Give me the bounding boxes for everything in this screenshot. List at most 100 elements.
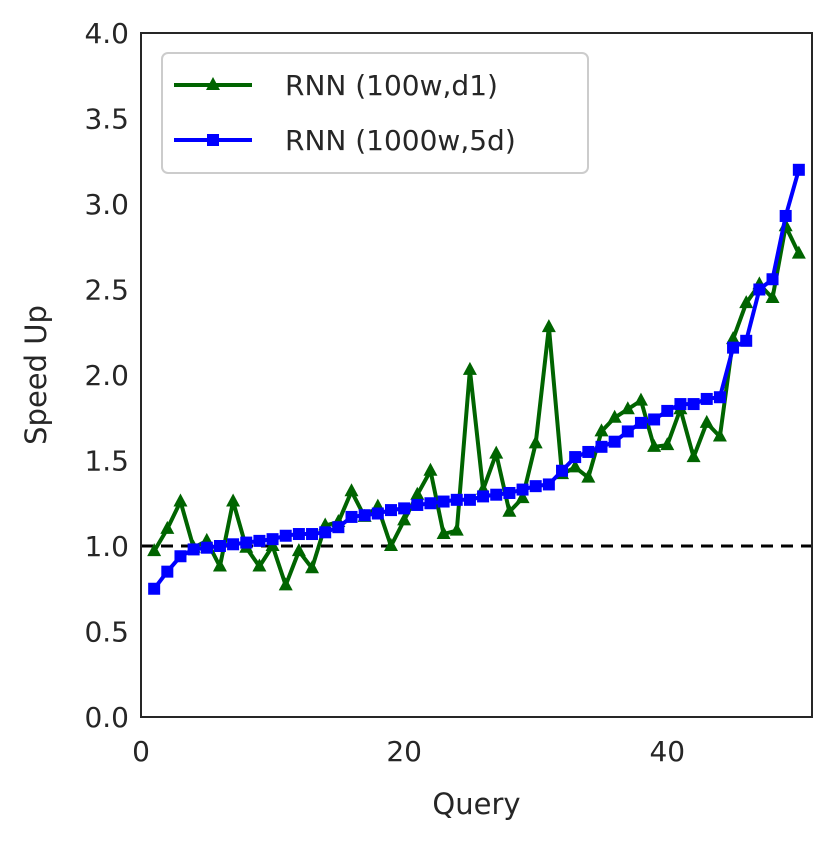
y-tick-label: 3.0	[84, 188, 129, 221]
data-point	[687, 398, 700, 411]
data-point	[371, 507, 384, 520]
data-point	[542, 478, 555, 491]
data-point	[266, 533, 279, 546]
legend-label: RNN (100w,d1)	[285, 69, 498, 102]
data-point	[212, 558, 227, 572]
data-point	[424, 497, 437, 510]
legend-label: RNN (1000w,5d)	[285, 124, 516, 157]
data-point	[713, 391, 726, 404]
series-1	[147, 218, 806, 591]
data-point	[541, 319, 556, 333]
y-tick-label: 3.5	[84, 103, 129, 136]
data-point	[779, 209, 792, 222]
data-point	[503, 486, 516, 499]
data-point	[661, 404, 674, 417]
data-point	[556, 464, 569, 477]
data-point	[727, 341, 740, 354]
data-point	[607, 409, 622, 423]
data-point	[660, 437, 675, 451]
data-point	[213, 540, 226, 552]
data-point	[740, 334, 753, 347]
legend-box	[161, 52, 589, 174]
data-point	[528, 435, 543, 449]
data-point	[621, 425, 634, 438]
data-point	[648, 413, 661, 426]
data-point	[791, 245, 806, 259]
data-point	[147, 543, 162, 557]
data-point	[450, 493, 463, 506]
data-point	[739, 295, 754, 309]
x-tick-label: 40	[649, 735, 685, 768]
series-2	[148, 163, 805, 595]
data-point	[423, 462, 438, 476]
data-point	[174, 550, 187, 563]
data-point	[700, 392, 713, 405]
y-tick-label: 0.0	[84, 701, 129, 734]
data-point	[227, 538, 240, 551]
data-point	[699, 414, 714, 428]
legend-item-2: RNN (1000w,5d)	[174, 124, 516, 157]
data-point	[463, 493, 476, 506]
data-point	[410, 486, 425, 500]
y-tick-label: 1.5	[84, 445, 129, 478]
data-point	[633, 392, 648, 406]
y-tick-labels: 0.0 0.5 1.0 1.5 2.0 2.5 3.0 3.5 4.0	[84, 17, 129, 734]
data-point	[278, 577, 293, 591]
data-point	[292, 528, 305, 541]
legend-marker	[207, 134, 219, 146]
data-point	[569, 451, 582, 464]
data-point	[240, 536, 253, 549]
legend-marker	[206, 77, 220, 90]
data-point	[411, 498, 424, 511]
x-tick-labels: 0 20 40	[132, 735, 685, 768]
data-point	[252, 558, 267, 572]
legend: RNN (100w,d1) RNN (1000w,5d)	[161, 52, 589, 174]
data-point	[398, 502, 411, 515]
data-point	[358, 509, 371, 522]
data-point	[726, 331, 741, 345]
data-point	[489, 445, 504, 459]
data-point	[253, 534, 266, 547]
data-point	[515, 490, 530, 504]
data-point	[620, 401, 635, 415]
y-axis-label: Speed Up	[19, 305, 53, 445]
data-point	[436, 526, 451, 540]
data-point	[449, 522, 464, 536]
data-point	[187, 543, 200, 556]
data-point	[305, 560, 320, 574]
data-point	[279, 529, 292, 542]
data-point	[581, 469, 596, 483]
data-point	[766, 273, 779, 286]
data-point	[477, 490, 490, 503]
data-point	[173, 493, 188, 507]
data-point	[344, 483, 359, 497]
y-tick-label: 2.0	[84, 359, 129, 392]
data-point	[319, 526, 332, 539]
data-point	[306, 528, 319, 541]
data-point	[516, 483, 529, 496]
data-point	[792, 163, 805, 176]
data-point	[502, 503, 517, 517]
data-point	[200, 541, 213, 554]
legend-item-1: RNN (100w,d1)	[174, 69, 498, 102]
data-point	[529, 480, 542, 493]
data-point	[383, 538, 398, 551]
data-point	[753, 283, 766, 296]
data-point	[397, 512, 412, 526]
data-point	[462, 361, 477, 375]
data-point	[686, 449, 701, 463]
data-point	[291, 543, 306, 557]
data-point	[594, 423, 609, 437]
data-point	[384, 504, 397, 517]
data-point	[582, 445, 595, 458]
data-point	[226, 493, 241, 507]
data-point	[595, 440, 608, 453]
y-tick-label: 4.0	[84, 17, 129, 50]
data-point	[345, 510, 358, 523]
data-point	[712, 428, 727, 442]
data-point	[634, 416, 647, 429]
data-point	[161, 565, 174, 578]
x-axis-label: Query	[432, 787, 520, 821]
y-tick-label: 0.5	[84, 616, 129, 649]
data-point	[568, 459, 583, 473]
